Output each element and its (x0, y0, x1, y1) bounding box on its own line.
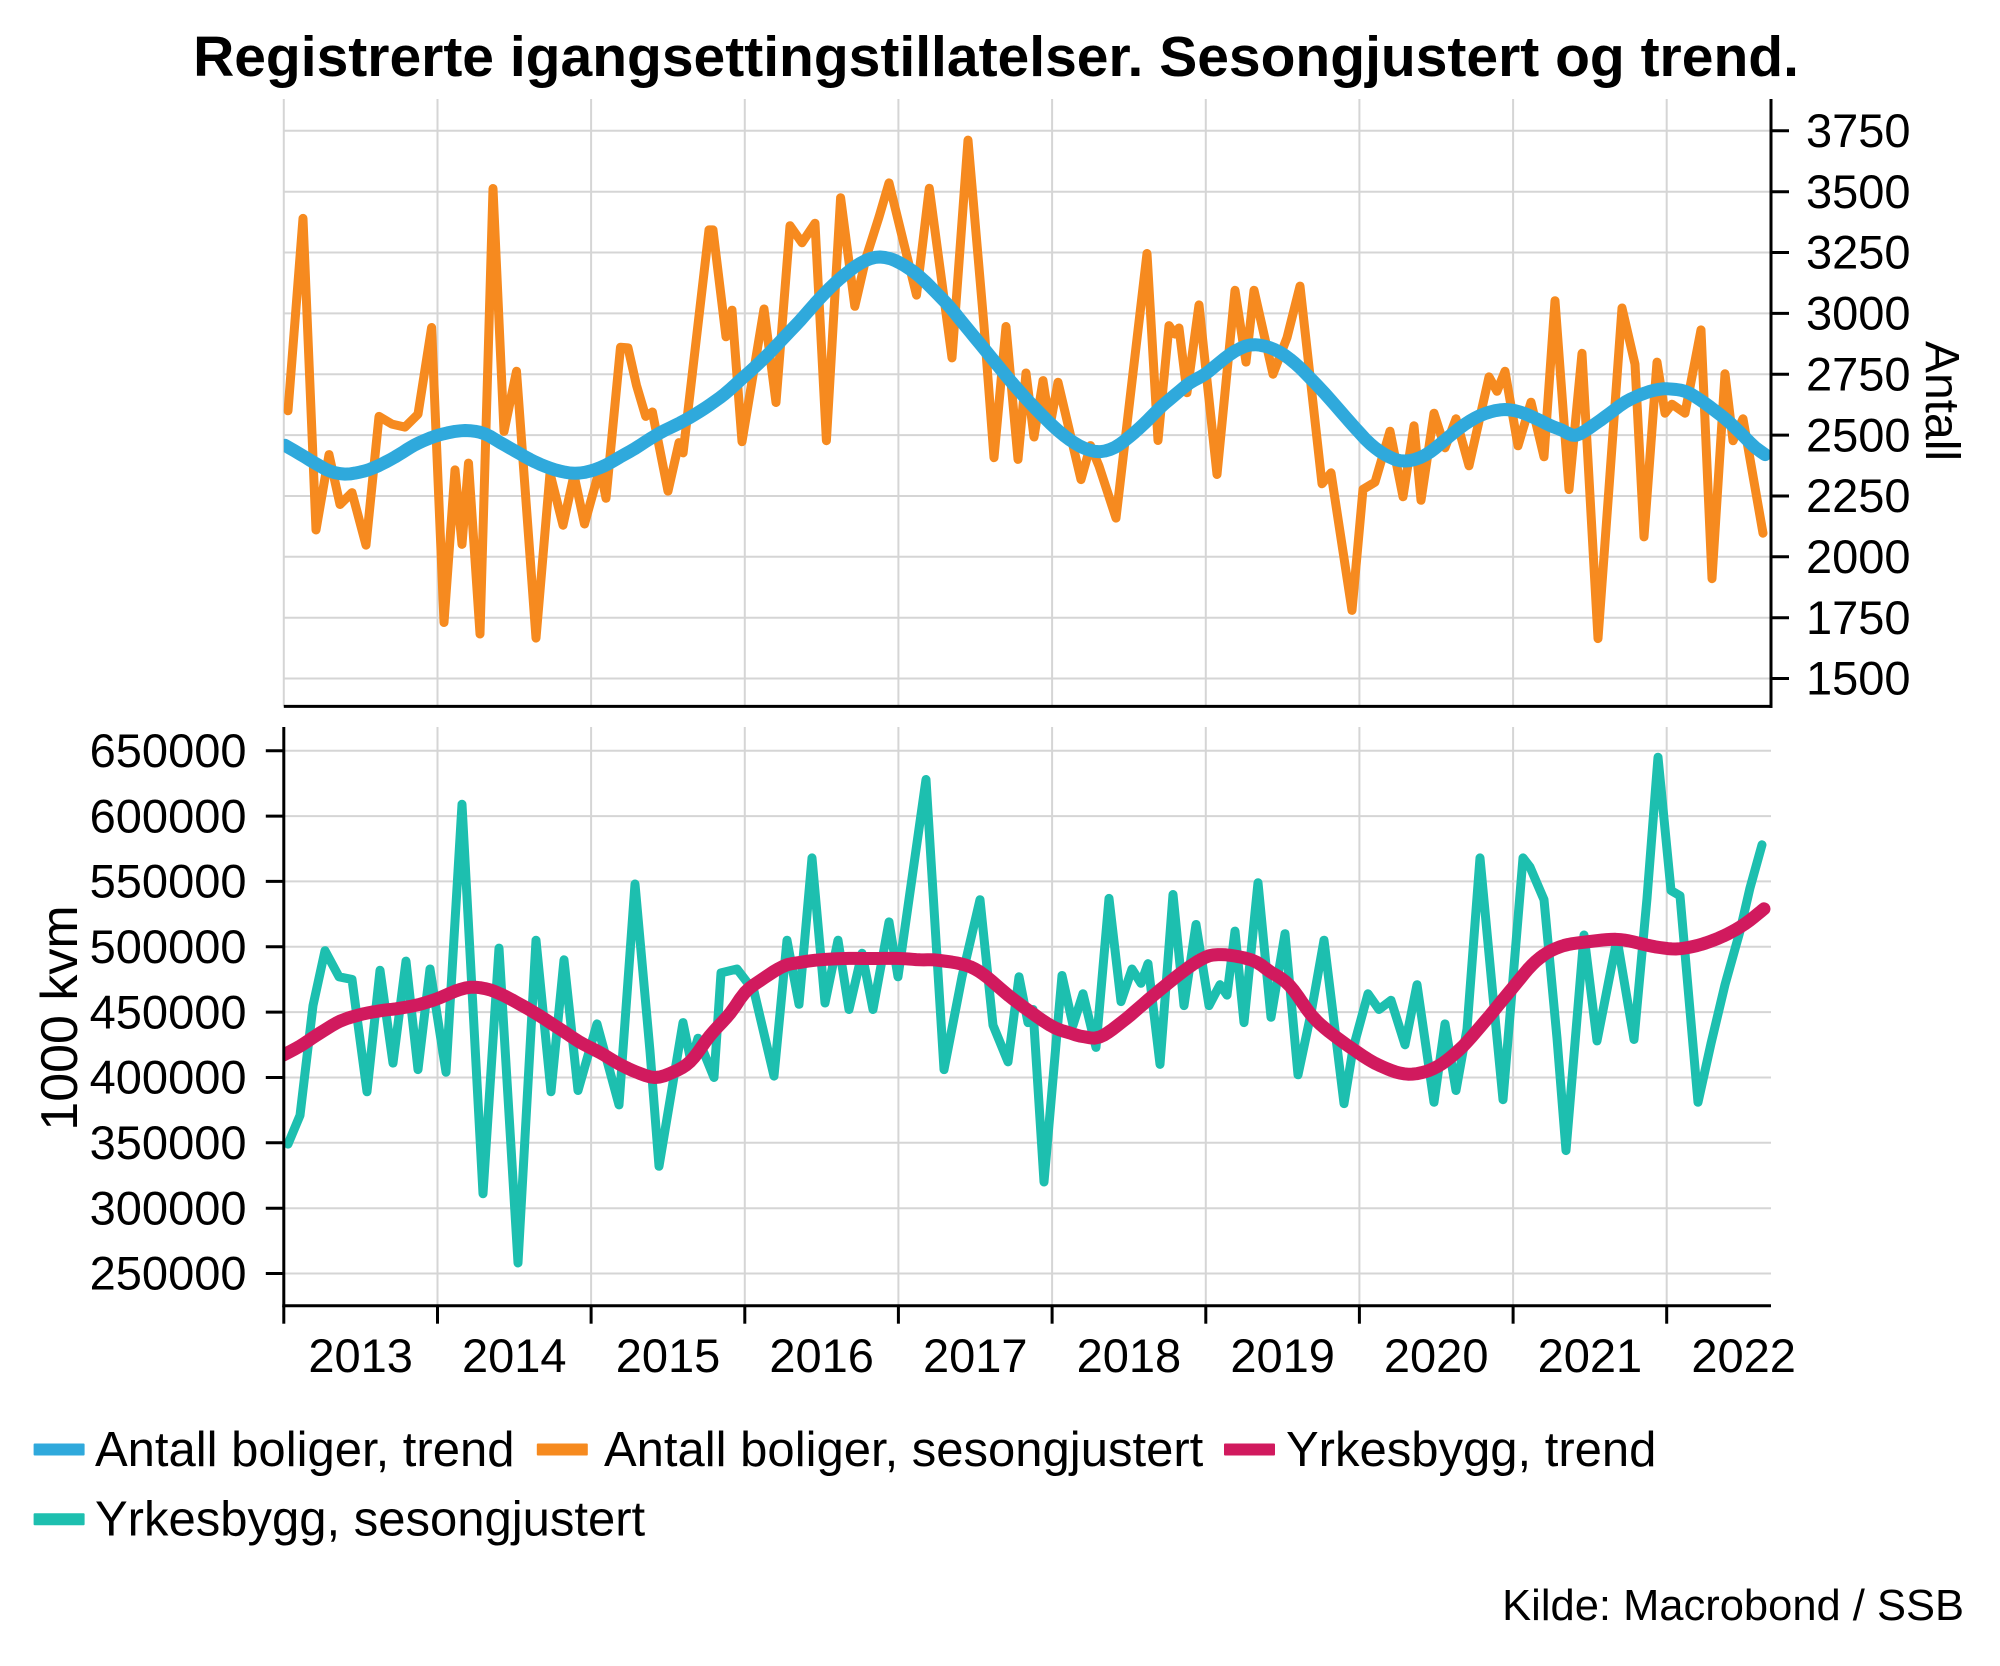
svg-text:2016: 2016 (769, 1329, 874, 1382)
svg-text:550000: 550000 (90, 855, 247, 908)
svg-text:3500: 3500 (1806, 165, 1911, 218)
svg-text:3000: 3000 (1806, 287, 1911, 340)
svg-text:250000: 250000 (90, 1247, 247, 1300)
svg-text:Yrkesbygg, sesongjustert: Yrkesbygg, sesongjustert (95, 1493, 646, 1547)
svg-text:650000: 650000 (90, 724, 247, 777)
svg-text:Antall boliger, trend: Antall boliger, trend (95, 1423, 515, 1477)
svg-text:2022: 2022 (1691, 1329, 1796, 1382)
svg-text:2500: 2500 (1806, 408, 1911, 461)
svg-text:1750: 1750 (1806, 591, 1911, 644)
svg-text:3250: 3250 (1806, 226, 1911, 279)
svg-text:300000: 300000 (90, 1181, 247, 1234)
svg-text:2017: 2017 (923, 1329, 1028, 1382)
svg-text:Antall boliger, sesongjustert: Antall boliger, sesongjustert (604, 1423, 1204, 1477)
svg-text:2015: 2015 (616, 1329, 721, 1382)
svg-text:2021: 2021 (1538, 1329, 1643, 1382)
svg-text:400000: 400000 (90, 1051, 247, 1104)
svg-text:Antall: Antall (1915, 341, 1968, 461)
svg-text:2000: 2000 (1806, 530, 1911, 583)
svg-text:2020: 2020 (1384, 1329, 1489, 1382)
svg-text:450000: 450000 (90, 985, 247, 1038)
svg-text:2014: 2014 (462, 1329, 567, 1382)
svg-text:Yrkesbygg, trend: Yrkesbygg, trend (1286, 1423, 1656, 1477)
svg-text:500000: 500000 (90, 920, 247, 973)
svg-text:2750: 2750 (1806, 347, 1911, 400)
svg-text:Kilde: Macrobond / SSB: Kilde: Macrobond / SSB (1502, 1582, 1964, 1630)
svg-text:3750: 3750 (1806, 104, 1911, 157)
svg-text:1000 kvm: 1000 kvm (31, 905, 89, 1130)
svg-text:2013: 2013 (308, 1329, 413, 1382)
svg-text:2250: 2250 (1806, 469, 1911, 522)
svg-text:350000: 350000 (90, 1116, 247, 1169)
svg-text:2018: 2018 (1077, 1329, 1182, 1382)
svg-text:Registrerte igangsettingstilla: Registrerte igangsettingstillatelser. Se… (193, 25, 1799, 89)
svg-text:600000: 600000 (90, 789, 247, 842)
svg-text:2019: 2019 (1230, 1329, 1335, 1382)
svg-text:1500: 1500 (1806, 652, 1911, 705)
